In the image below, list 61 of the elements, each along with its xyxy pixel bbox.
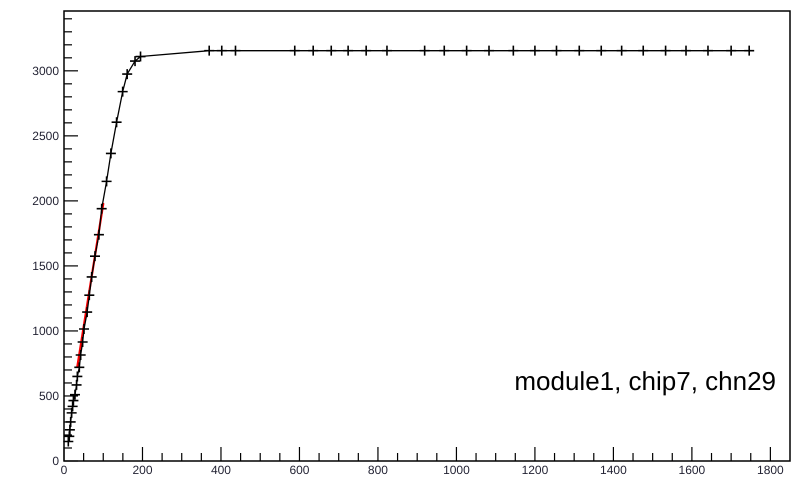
point [680, 44, 692, 56]
y-tick-label: 2000 [32, 194, 60, 208]
point [616, 44, 628, 56]
x-tick-label: 1000 [443, 463, 470, 477]
point [66, 400, 78, 412]
point [116, 86, 128, 98]
x-tick-label: 600 [289, 463, 310, 477]
x-tick-label: 200 [132, 463, 153, 477]
point [725, 44, 737, 56]
point [121, 68, 133, 80]
point [529, 44, 541, 56]
point [460, 44, 472, 56]
point [418, 44, 430, 56]
x-tick-label: 1400 [600, 463, 628, 477]
x-tick-label: 400 [210, 463, 232, 477]
x-tick-label: 1800 [757, 463, 784, 477]
point [325, 44, 338, 56]
y-tick-label: 500 [38, 389, 60, 404]
y-tick-label: 1500 [32, 259, 60, 274]
point [637, 44, 650, 56]
point [93, 228, 105, 240]
point [81, 306, 93, 318]
y-tick-label: 3000 [32, 64, 60, 78]
x-tick-label: 800 [368, 463, 388, 477]
point [96, 202, 108, 214]
point [134, 50, 146, 62]
point [74, 349, 86, 361]
point [72, 370, 84, 382]
point [69, 388, 81, 400]
point [483, 44, 495, 56]
annotation: module1, chip7, chn29 [514, 366, 776, 396]
y-tick-label: 2500 [32, 129, 60, 144]
y-tick-label: 1000 [32, 324, 60, 338]
point [660, 44, 672, 56]
point [203, 44, 215, 56]
point [89, 250, 101, 262]
point [573, 44, 586, 56]
point [288, 44, 301, 56]
point [105, 148, 117, 160]
point [307, 44, 319, 56]
point [86, 271, 98, 283]
point [100, 176, 112, 188]
point [550, 44, 562, 56]
point [64, 416, 76, 428]
x-tick-label: 1600 [678, 463, 706, 477]
point [438, 44, 450, 56]
point [360, 44, 372, 56]
point [129, 55, 141, 67]
point [595, 44, 608, 56]
x-tick-label: 1200 [522, 463, 549, 477]
point [743, 44, 755, 56]
x-tick-label: 0 [60, 463, 68, 477]
point [342, 44, 354, 56]
point [508, 44, 520, 56]
point [76, 336, 88, 348]
point [702, 44, 714, 56]
point [84, 289, 96, 301]
point [110, 116, 122, 128]
point [216, 44, 228, 56]
point [230, 44, 242, 56]
point [381, 44, 393, 56]
